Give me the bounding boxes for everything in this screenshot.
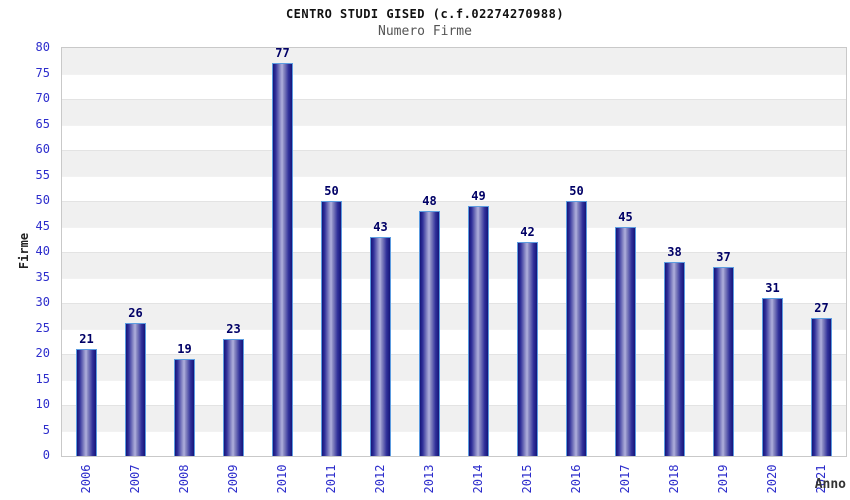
- gridline: [62, 201, 846, 202]
- x-tick-label-2018: 2018: [666, 464, 681, 494]
- bar-value-label: 49: [471, 189, 486, 204]
- gridline: [62, 99, 846, 100]
- bar-value-label: 37: [716, 250, 731, 265]
- bar-value-label: 38: [667, 245, 682, 260]
- y-tick-label: 5: [42, 422, 50, 437]
- y-tick-label: 70: [35, 91, 50, 105]
- x-axis-title: Anno: [814, 477, 846, 492]
- bar-value-label: 48: [422, 194, 437, 209]
- y-tick-label: 75: [35, 65, 50, 80]
- x-tick-label-2011: 2011: [323, 464, 338, 494]
- y-tick-label: 25: [35, 320, 50, 335]
- gridline: [62, 277, 846, 279]
- x-tick-label-2007: 2007: [127, 464, 142, 494]
- bar-2018: [664, 262, 685, 456]
- bar-2012: [370, 236, 391, 456]
- chart-title: CENTRO STUDI GISED (c.f.02274270988): [285, 7, 565, 21]
- bar-2013: [419, 211, 440, 456]
- bar-value-label: 45: [618, 209, 633, 224]
- x-tick-label-2020: 2020: [764, 464, 779, 494]
- x-tick-label-2009: 2009: [225, 464, 240, 494]
- x-tick-label-2008: 2008: [176, 464, 191, 494]
- background-band: [62, 73, 846, 99]
- bar-2008: [174, 359, 195, 456]
- bar-value-label: 26: [128, 306, 143, 321]
- bar-value-label: 43: [373, 219, 388, 234]
- bar-2021: [811, 318, 832, 456]
- x-tick-label-2015: 2015: [519, 464, 534, 494]
- gridline: [62, 303, 846, 304]
- y-tick-label: 30: [35, 295, 50, 309]
- bar-value-label: 23: [226, 321, 241, 336]
- y-tick-label: 80: [35, 40, 50, 54]
- bar-value-label: 27: [814, 301, 829, 316]
- bar-value-label: 21: [79, 331, 94, 346]
- background-band: [62, 99, 846, 125]
- bar-2010: [272, 63, 293, 456]
- y-tick-label: 10: [35, 397, 50, 411]
- bar-2017: [615, 226, 636, 456]
- y-tick-label: 55: [35, 167, 50, 182]
- x-tick-label-2006: 2006: [78, 464, 93, 494]
- chart-subtitle: Numero Firme: [378, 24, 472, 39]
- x-tick-label-2014: 2014: [470, 464, 485, 494]
- gridline: [62, 175, 846, 177]
- gridline: [62, 328, 846, 330]
- gridline: [62, 226, 846, 228]
- y-tick-label: 15: [35, 371, 50, 386]
- y-tick-label: 60: [35, 142, 50, 156]
- x-tick-label-2016: 2016: [568, 464, 583, 494]
- bar-2011: [321, 201, 342, 456]
- y-tick-label: 20: [35, 346, 50, 360]
- gridline: [62, 405, 846, 406]
- x-tick-label-2012: 2012: [372, 464, 387, 494]
- background-band: [62, 150, 846, 176]
- x-tick-label-2017: 2017: [617, 464, 632, 494]
- background-band: [62, 201, 846, 227]
- y-tick-label: 45: [35, 218, 50, 233]
- y-tick-label: 40: [35, 244, 50, 258]
- plot-area: 21 26 19 23 77 50 43 48 49 42 50 45 38 37 31 27: [61, 46, 847, 457]
- bar-value-label: 50: [324, 184, 339, 198]
- y-tick-label: 50: [35, 193, 50, 207]
- x-tick-label-2019: 2019: [715, 464, 730, 494]
- bar-2015: [517, 241, 538, 456]
- background-band: [62, 175, 846, 201]
- bar-value-label: 31: [765, 280, 780, 295]
- bar-2016: [566, 201, 587, 456]
- bar-value-label: 50: [569, 184, 584, 198]
- gridline: [62, 150, 846, 151]
- bar-2009: [223, 338, 244, 456]
- gridline: [62, 252, 846, 253]
- background-band: [62, 48, 846, 74]
- bar-2019: [713, 267, 734, 456]
- y-tick-label: 35: [35, 269, 50, 284]
- bar-2014: [468, 206, 489, 456]
- bar-2006: [76, 348, 97, 456]
- x-tick-label-2013: 2013: [421, 464, 436, 494]
- bar-value-label: 77: [275, 46, 290, 61]
- gridline: [62, 73, 846, 75]
- bar-2007: [125, 323, 146, 456]
- background-band: [62, 226, 846, 252]
- bar-value-label: 42: [520, 224, 535, 239]
- gridline: [62, 124, 846, 126]
- gridline: [62, 379, 846, 381]
- gridline: [62, 430, 846, 432]
- x-tick-label-2010: 2010: [274, 464, 289, 494]
- y-tick-label: 0: [42, 448, 50, 462]
- gridline: [62, 354, 846, 355]
- bar-value-label: 19: [177, 342, 192, 357]
- y-tick-label: 65: [35, 116, 50, 131]
- background-band: [62, 124, 846, 150]
- bar-2020: [762, 297, 783, 456]
